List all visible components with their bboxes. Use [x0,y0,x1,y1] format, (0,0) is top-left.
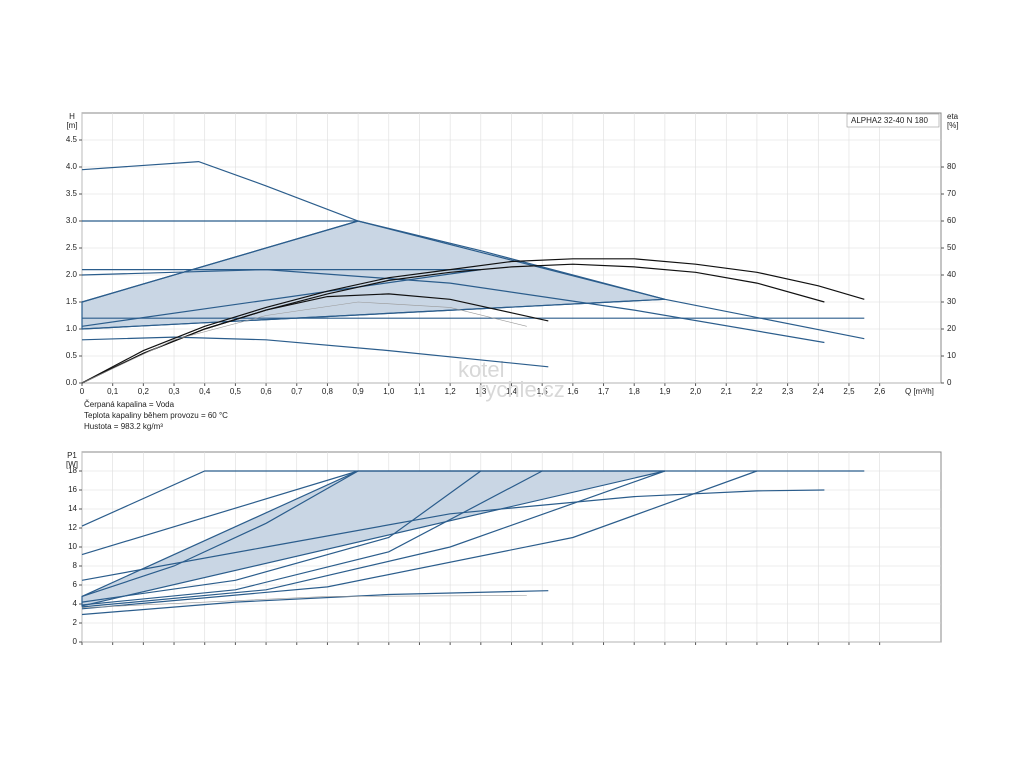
y-tick-label: 4.5 [66,135,78,144]
x-tick-label: 0,7 [291,387,303,396]
x-tick-label: 2,5 [843,387,855,396]
x-tick-label: 2,2 [751,387,763,396]
y-tick-label: 6 [73,580,78,589]
x-tick-label: 2,6 [874,387,886,396]
curve [81,470,666,608]
y2-tick-label: 80 [947,162,956,171]
watermark: rychle.cz [478,377,565,402]
curve [81,258,865,384]
y-tick-label: 2.0 [66,270,78,279]
x-tick-label: 0,1 [107,387,119,396]
note: Hustota = 983.2 kg/m³ [84,422,163,431]
x-tick-label: 1,4 [506,387,518,396]
x-tick-label: 0 [80,387,85,396]
y-unit: [W] [66,460,78,469]
x-tick-label: 0,5 [230,387,242,396]
y-unit: [m] [66,121,77,130]
y-tick-label: 10 [68,542,77,551]
y-tick-label: 4 [73,599,78,608]
x-tick-label: 1,3 [475,387,487,396]
y2-tick-label: 50 [947,243,956,252]
y-label: P1 [67,451,77,460]
x-tick-label: 0,9 [353,387,365,396]
x-tick-label: 0,3 [168,387,180,396]
x-tick-label: 0,8 [322,387,334,396]
y2-tick-label: 10 [947,351,956,360]
curve [81,470,758,610]
x-tick-label: 1,9 [659,387,671,396]
x-tick-label: 1,2 [445,387,457,396]
y2-tick-label: 40 [947,270,956,279]
note: Teplota kapaliny během provozu = 60 °C [84,411,228,420]
x-tick-label: 1,8 [629,387,641,396]
curve [81,269,481,327]
curve [81,470,543,606]
y-tick-label: 2 [73,618,78,627]
annotation-box [846,113,940,128]
curve [81,470,482,603]
y2-tick-label: 30 [947,297,956,306]
y-tick-label: 14 [68,504,77,513]
curve [81,590,549,616]
y-tick-label: 18 [68,466,77,475]
y-tick-label: 3.0 [66,216,78,225]
y-tick-label: 1.0 [66,324,78,333]
y-label: H [69,112,75,121]
y-tick-label: 8 [73,561,78,570]
curve [81,470,359,556]
x-tick-label: 2,3 [782,387,794,396]
y-tick-label: 3.5 [66,189,78,198]
x-label: Q [m³/h] [905,387,934,396]
x-tick-label: 1,6 [567,387,579,396]
curve [81,268,825,344]
x-tick-label: 2,4 [813,387,825,396]
y2-tick-label: 0 [947,378,952,387]
curve [81,301,527,384]
curve [81,220,359,303]
curve [81,293,549,384]
y-tick-label: 0.5 [66,351,78,360]
annotation: ALPHA2 32-40 N 180 [851,116,928,125]
curve [81,470,359,597]
y2-tick-label: 70 [947,189,956,198]
y-tick-label: 0 [73,637,78,646]
x-tick-label: 1,5 [537,387,549,396]
x-tick-label: 1,0 [383,387,395,396]
y-tick-label: 2.5 [66,243,78,252]
curve [81,595,527,609]
y2-unit: [%] [947,121,959,130]
y-tick-label: 0.0 [66,378,78,387]
y2-label: eta [947,112,959,121]
y-tick-label: 16 [68,485,77,494]
x-tick-label: 1,7 [598,387,610,396]
y-tick-label: 1.5 [66,297,78,306]
curve [81,336,549,368]
note: Čerpaná kapalina = Voda [84,400,175,409]
x-tick-label: 2,1 [721,387,733,396]
y-tick-label: 12 [68,523,77,532]
curve [81,298,665,330]
x-tick-label: 2,0 [690,387,702,396]
curve [81,470,865,527]
x-tick-label: 0,6 [261,387,273,396]
y2-tick-label: 60 [947,216,956,225]
y-tick-label: 4.0 [66,162,78,171]
y2-tick-label: 20 [947,324,956,333]
curve [81,489,825,581]
x-tick-label: 0,2 [138,387,150,396]
x-tick-label: 0,4 [199,387,211,396]
x-tick-label: 1,1 [414,387,426,396]
